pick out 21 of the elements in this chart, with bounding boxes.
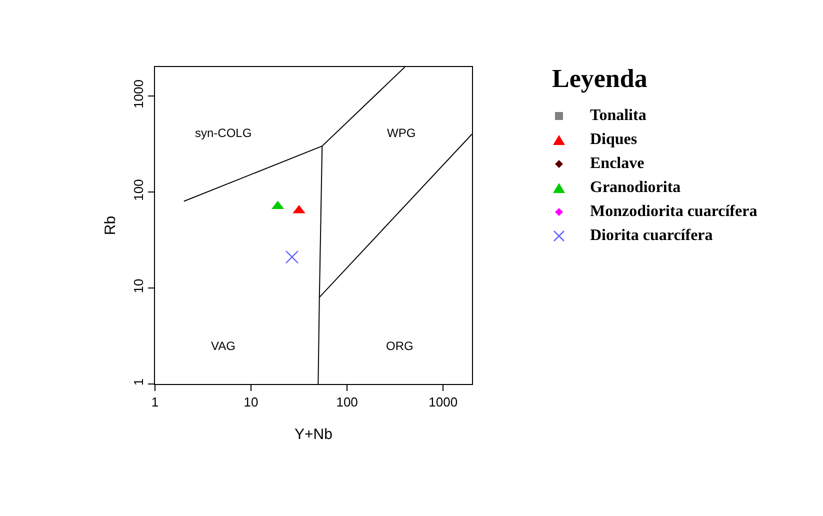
y-tick-label: 100	[130, 179, 146, 201]
x-tick-label: 10	[244, 394, 258, 410]
legend-label: Diorita cuarcífera	[590, 227, 713, 245]
x-tick-label: 1	[151, 394, 159, 410]
y-tick-label: 10	[130, 278, 146, 294]
y-tick-label: 1	[130, 378, 146, 386]
x-tick-label: 100	[336, 394, 358, 410]
legend-label: Monzodiorita cuarcífera	[590, 203, 758, 221]
legend-label: Tonalita	[590, 107, 646, 125]
annotation: WPG	[387, 126, 416, 140]
legend-label: Enclave	[590, 155, 644, 173]
legend-label: Diques	[590, 131, 638, 149]
y-tick-label: 1000	[130, 80, 146, 108]
x-tick-label: 1000	[428, 394, 458, 410]
annotation: syn-COLG	[195, 126, 252, 140]
y-axis-title: Rb	[102, 216, 119, 236]
legend-title: Leyenda	[552, 64, 648, 94]
legend-label: Granodiorita	[590, 179, 681, 197]
annotation: ORG	[386, 339, 414, 353]
annotation: VAG	[211, 339, 236, 353]
x-axis-title: Y+Nb	[294, 426, 332, 443]
